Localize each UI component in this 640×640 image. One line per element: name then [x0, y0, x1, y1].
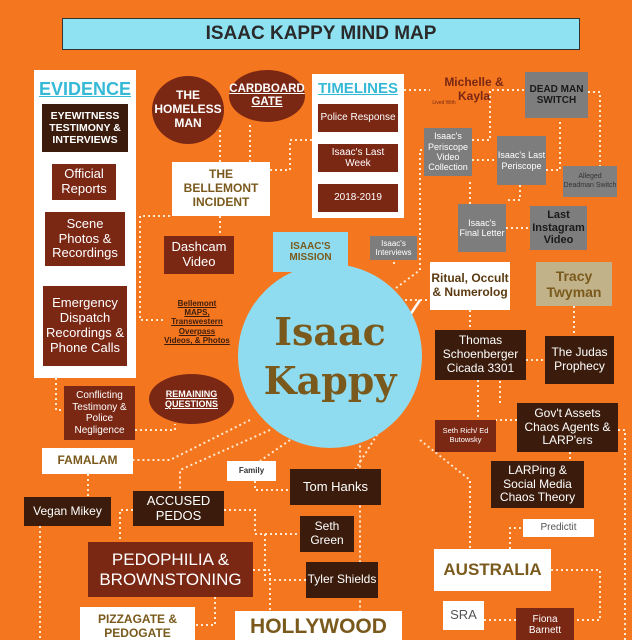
predictit-node: Predictit — [523, 519, 594, 537]
dead-man-switch-node: DEAD MAN SWITCH — [525, 72, 588, 118]
seth-rich-node: Seth Rich/ Ed Butowsky — [435, 420, 496, 452]
pedophilia-node: PEDOPHILIA & BROWNSTONING — [88, 542, 253, 597]
interviews-node: Isaac's Interviews — [370, 236, 417, 260]
tyler-shields-node: Tyler Shields — [306, 562, 378, 598]
timeline-item: Isaac's Last Week — [318, 144, 398, 172]
cardboard-gate-node: CARDBOARD GATE — [229, 70, 305, 122]
last-periscope-node: Isaac's Last Periscope — [497, 136, 546, 185]
timeline-item: 2018-2019 — [318, 184, 398, 212]
remaining-questions-node: REMAINING QUESTIONS — [149, 374, 234, 424]
michelle-kayla-label: Michelle & Kayla — [444, 75, 504, 103]
tom-hanks-node: Tom Hanks — [290, 469, 381, 505]
accused-pedos-node: ACCUSED PEDOS — [133, 491, 224, 526]
bellemont-incident-node: THE BELLEMONT INCIDENT — [172, 162, 270, 216]
evidence-item: EYEWITNESS TESTIMONY & INTERVIEWS — [42, 104, 128, 152]
homeless-man-node: THE HOMELESS MAN — [152, 76, 224, 144]
last-instagram-node: Last Instagram Video — [530, 206, 587, 250]
evidence-item: Scene Photos & Recordings — [45, 212, 125, 266]
periscope-collection-node: Isaac's Periscope Video Collection — [424, 128, 472, 176]
ritual-node: Ritual, Occult & Numerolog — [430, 262, 510, 310]
evidence-heading: EVIDENCE — [38, 78, 132, 99]
tracy-node: Tracy Twyman — [536, 262, 612, 306]
final-letter-node: Isaac's Final Letter — [458, 204, 506, 252]
lived-with-label: Lived With — [432, 100, 456, 107]
vegan-mikey-node: Vegan Mikey — [24, 497, 111, 526]
larping-node: LARPing & Social Media Chaos Theory — [491, 461, 584, 508]
center-node: Isaac Kappy — [238, 264, 422, 448]
famalam-node: FAMALAM — [42, 448, 133, 474]
timeline-item: Police Response — [318, 104, 398, 132]
family-node: Family — [227, 461, 276, 481]
govt-assets-node: Gov't Assets Chaos Agents & LARP'ers — [517, 403, 618, 452]
timelines-heading: TIMELINES — [317, 80, 398, 98]
thomas-node: Thomas Schoenberger Cicada 3301 — [435, 330, 526, 380]
judas-node: The Judas Prophecy — [545, 336, 614, 384]
center-line2: Kappy — [263, 358, 397, 403]
hollywood-node: HOLLYWOOD — [235, 611, 402, 640]
bellemont-maps-link[interactable]: Bellemont MAPS, Transwestern Overpass Vi… — [164, 299, 230, 345]
page-title: ISAAC KAPPY MIND MAP — [62, 18, 580, 50]
dashcam-node: Dashcam Video — [164, 236, 234, 274]
evidence-item: Emergency Dispatch Recordings & Phone Ca… — [43, 286, 127, 366]
conflicting-node: Conflicting Testimony & Police Negligenc… — [64, 386, 135, 440]
australia-node: AUSTRALIA — [434, 549, 551, 591]
center-line1: Isaac — [274, 308, 386, 354]
fiona-node: Fiona Barnett — [516, 608, 574, 640]
seth-green-node: Seth Green — [300, 516, 354, 552]
alleged-deadman-node: Alleged Deadman Switch — [563, 166, 617, 197]
sra-node: SRA — [443, 601, 484, 630]
evidence-item: Official Reports — [52, 164, 116, 200]
pizzagate-node: PIZZAGATE & PEDOGATE — [80, 607, 195, 640]
